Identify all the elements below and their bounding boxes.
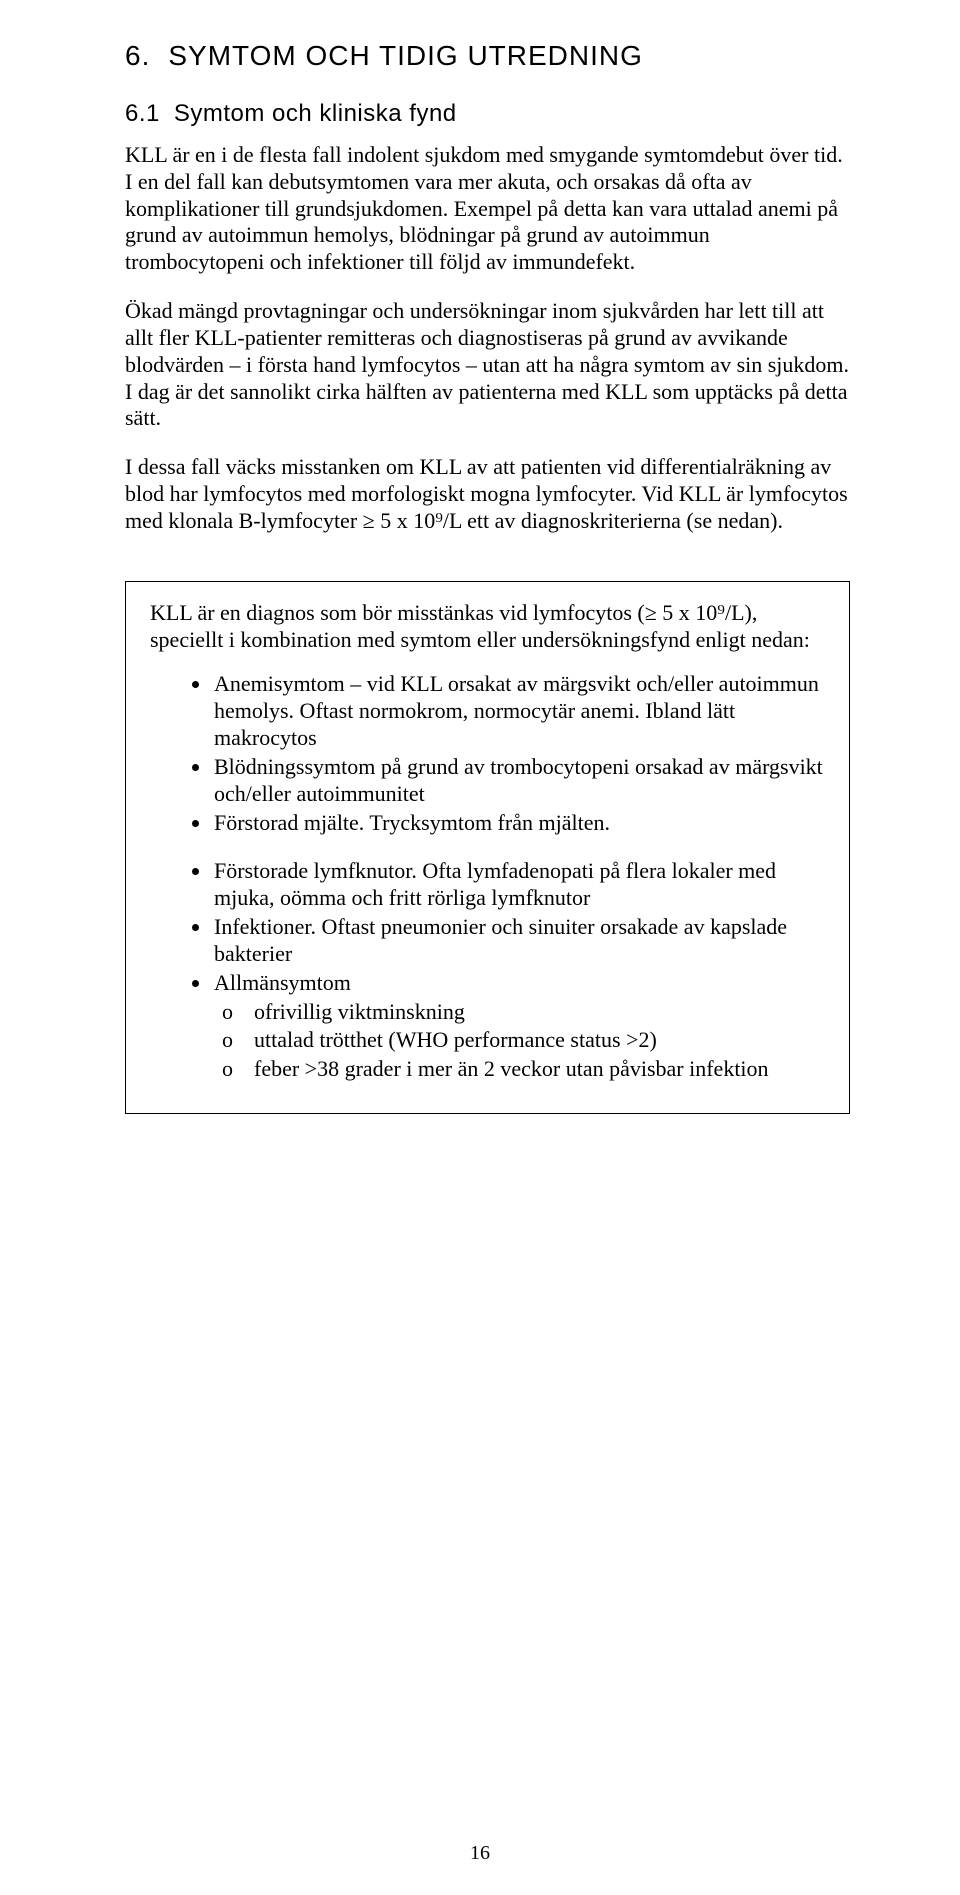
list-item: Förstorade lymfknutor. Ofta lymfadenopat… bbox=[212, 858, 825, 912]
body-paragraph: KLL är en i de flesta fall indolent sjuk… bbox=[125, 142, 850, 276]
bullet-list: Anemisymtom – vid KLL orsakat av märgsvi… bbox=[150, 671, 825, 836]
heading-1-number: 6. bbox=[125, 40, 150, 72]
highlight-box: KLL är en diagnos som bör misstänkas vid… bbox=[125, 581, 850, 1114]
sub-list-item: uttalad trötthet (WHO performance status… bbox=[254, 1027, 825, 1054]
list-item: Allmänsymtom ofrivillig viktminskning ut… bbox=[212, 970, 825, 1083]
list-item: Infektioner. Oftast pneumonier och sinui… bbox=[212, 914, 825, 968]
heading-level-2: 6.1 Symtom och kliniska fynd bbox=[125, 100, 850, 128]
heading-level-1: 6. SYMTOM OCH TIDIG UTREDNING bbox=[125, 40, 850, 72]
sub-bullet-list: ofrivillig viktminskning uttalad trötthe… bbox=[214, 999, 825, 1083]
body-paragraph: Ökad mängd provtagningar och undersöknin… bbox=[125, 298, 850, 432]
heading-2-number: 6.1 bbox=[125, 100, 160, 128]
sub-list-item: ofrivillig viktminskning bbox=[254, 999, 825, 1026]
box-intro: KLL är en diagnos som bör misstänkas vid… bbox=[150, 600, 825, 654]
page-number: 16 bbox=[0, 1842, 960, 1865]
heading-1-text: SYMTOM OCH TIDIG UTREDNING bbox=[168, 40, 643, 71]
list-item: Blödningssymtom på grund av trombocytope… bbox=[212, 754, 825, 808]
list-item: Förstorad mjälte. Trycksymtom från mjält… bbox=[212, 810, 825, 837]
list-item-label: Allmänsymtom bbox=[214, 970, 351, 995]
document-page: 6. SYMTOM OCH TIDIG UTREDNING 6.1 Symtom o… bbox=[0, 0, 960, 1895]
heading-2-text: Symtom och kliniska fynd bbox=[174, 100, 457, 127]
body-paragraph: I dessa fall väcks misstanken om KLL av … bbox=[125, 454, 850, 534]
sub-list-item: feber >38 grader i mer än 2 veckor utan … bbox=[254, 1056, 825, 1083]
bullet-list: Förstorade lymfknutor. Ofta lymfadenopat… bbox=[150, 858, 825, 1083]
list-item: Anemisymtom – vid KLL orsakat av märgsvi… bbox=[212, 671, 825, 751]
